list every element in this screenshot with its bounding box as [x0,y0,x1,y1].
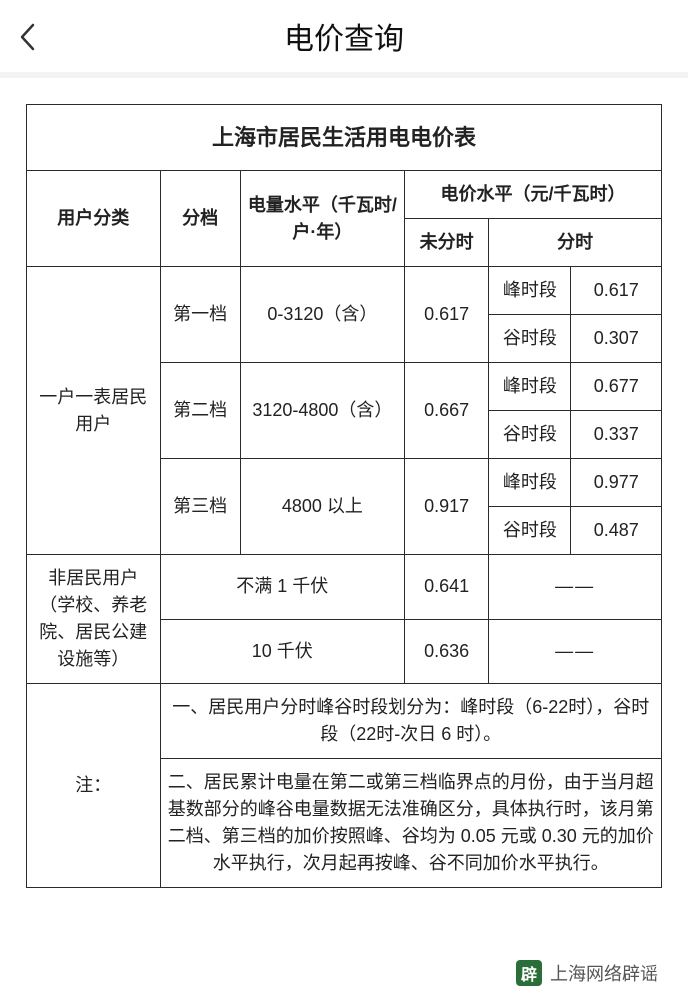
col-price-group: 电价水平（元/千瓦时） [405,171,662,219]
nonres-row1-range: 10 千伏 [160,619,405,684]
tier2-valley: 0.337 [571,411,662,459]
source-text: 上海网络辟谣 [550,960,658,986]
tier1-valley-label: 谷时段 [489,315,571,363]
tier2-undivided: 0.667 [405,363,489,459]
tier1-name: 第一档 [160,267,240,363]
tier3-name: 第三档 [160,459,240,555]
note-2: 二、居民累计电量在第二或第三档临界点的月份，由于当月超基数部分的峰谷电量数据无法… [160,759,661,888]
back-button[interactable] [18,22,40,52]
table-header-row-1: 用户分类 分档 电量水平（千瓦时/户·年） 电价水平（元/千瓦时） [27,171,662,219]
table-title: 上海市居民生活用电电价表 [27,105,662,171]
chevron-left-icon [18,22,40,52]
page-title: 电价查询 [0,14,688,58]
tier3-valley: 0.487 [571,507,662,555]
table-row: 非居民用户（学校、养老院、居民公建设施等） 不满 1 千伏 0.641 —— [27,555,662,620]
nonres-row1-divided: —— [489,619,662,684]
tier1-range: 0-3120（含） [240,267,404,363]
page-header: 电价查询 [0,0,688,72]
tier3-undivided: 0.917 [405,459,489,555]
tier2-name: 第二档 [160,363,240,459]
table-row: 一户一表居民用户 第一档 0-3120（含） 0.617 峰时段 0.617 [27,267,662,315]
price-table: 上海市居民生活用电电价表 用户分类 分档 电量水平（千瓦时/户·年） 电价水平（… [26,104,662,888]
tier1-undivided: 0.617 [405,267,489,363]
tier3-range: 4800 以上 [240,459,404,555]
note-row-1: 注： 一、居民用户分时峰谷时段划分为：峰时段（6-22时），谷时段（22时-次日… [27,684,662,759]
note-1: 一、居民用户分时峰谷时段划分为：峰时段（6-22时），谷时段（22时-次日 6 … [160,684,661,759]
col-range: 电量水平（千瓦时/户·年） [240,171,404,267]
note-label: 注： [27,684,161,888]
nonres-row1-undivided: 0.636 [405,619,489,684]
tier1-peak: 0.617 [571,267,662,315]
tier3-peak-label: 峰时段 [489,459,571,507]
tier3-valley-label: 谷时段 [489,507,571,555]
tier1-valley: 0.307 [571,315,662,363]
tier2-valley-label: 谷时段 [489,411,571,459]
nonres-row0-undivided: 0.641 [405,555,489,620]
nonres-row0-divided: —— [489,555,662,620]
residential-label: 一户一表居民用户 [27,267,161,555]
tier3-peak: 0.977 [571,459,662,507]
content-area: 上海市居民生活用电电价表 用户分类 分档 电量水平（千瓦时/户·年） 电价水平（… [0,78,688,888]
tier2-peak: 0.677 [571,363,662,411]
col-divided: 分时 [489,219,662,267]
tier2-range: 3120-4800（含） [240,363,404,459]
nonres-row0-range: 不满 1 千伏 [160,555,405,620]
nonres-label: 非居民用户（学校、养老院、居民公建设施等） [27,555,161,684]
col-user-class: 用户分类 [27,171,161,267]
tier2-peak-label: 峰时段 [489,363,571,411]
tier1-peak-label: 峰时段 [489,267,571,315]
col-undivided: 未分时 [405,219,489,267]
source-footer: 辟 上海网络辟谣 [516,960,658,986]
wechat-source-icon: 辟 [516,960,542,986]
col-tier: 分档 [160,171,240,267]
table-title-row: 上海市居民生活用电电价表 [27,105,662,171]
